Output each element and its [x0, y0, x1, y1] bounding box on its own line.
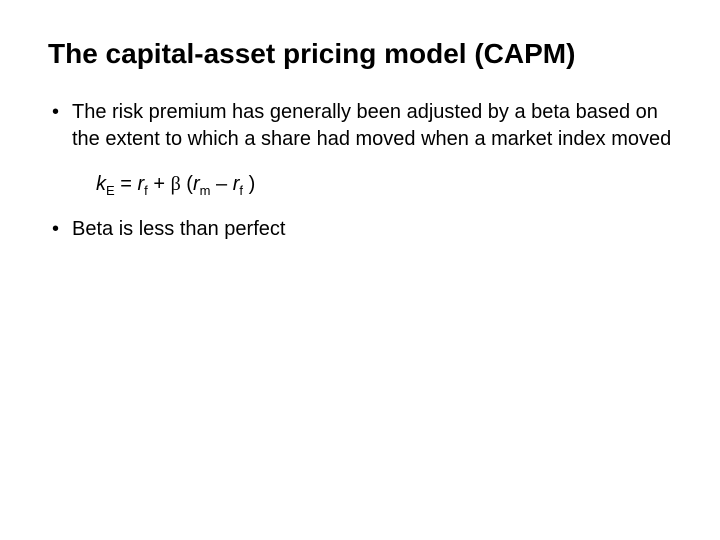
bullet-list-2: Beta is less than perfect	[48, 216, 672, 243]
formula-minus: –	[210, 173, 232, 195]
formula-r2: r	[193, 173, 200, 195]
formula-k-sub: E	[106, 183, 115, 198]
bullet-list: The risk premium has generally been adju…	[48, 99, 672, 153]
formula-plus: +	[148, 173, 171, 195]
bullet-item: Beta is less than perfect	[48, 216, 672, 243]
formula-beta: β	[171, 173, 181, 195]
slide: The capital-asset pricing model (CAPM) T…	[0, 0, 720, 540]
bullet-item: The risk premium has generally been adju…	[48, 99, 672, 153]
formula-k: k	[96, 173, 106, 195]
slide-title: The capital-asset pricing model (CAPM)	[48, 36, 672, 71]
capm-formula: kE = rf + β (rm – rf )	[96, 171, 672, 198]
formula-r2-sub: m	[200, 183, 211, 198]
formula-open: (	[181, 173, 193, 195]
formula-eq: =	[115, 173, 138, 195]
formula-close: )	[243, 173, 255, 195]
